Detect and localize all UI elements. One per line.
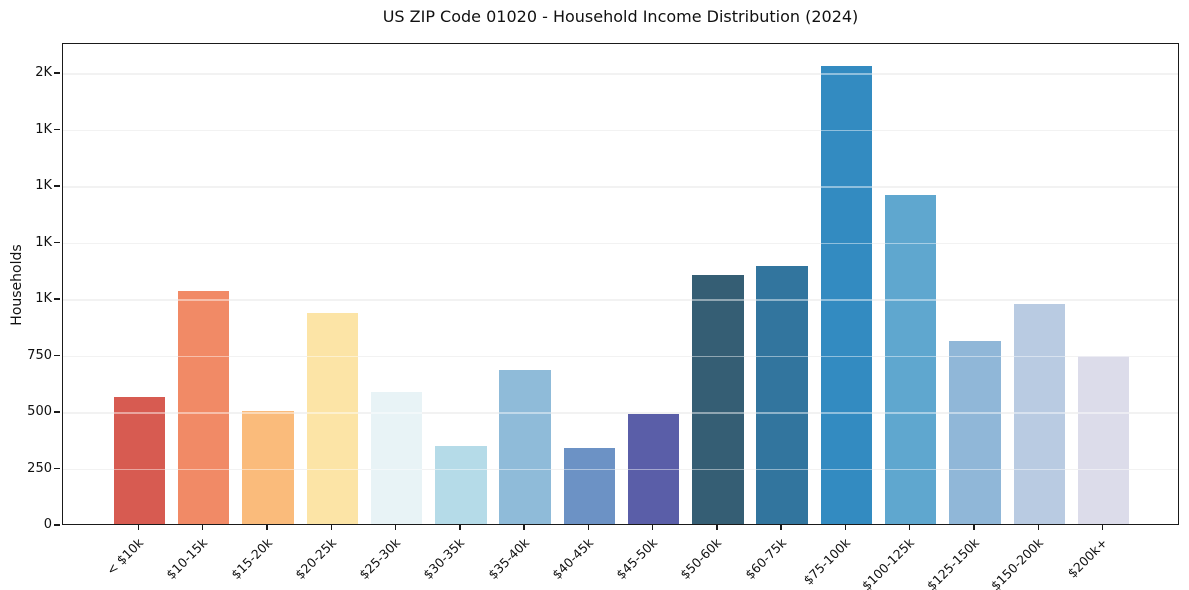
bar-125-150k	[949, 340, 1001, 524]
gridline-750	[63, 355, 1178, 358]
bar-30-35k	[435, 446, 487, 524]
gridline-2K	[63, 73, 1178, 75]
x-tick-label-16: $200k+	[940, 535, 1110, 581]
bar-200k+	[1077, 355, 1130, 524]
x-tick-mark-16	[1101, 525, 1104, 530]
bar-100-125k	[885, 195, 937, 524]
y-tick-label-250: 250	[27, 460, 52, 476]
x-tick-mark-4	[330, 525, 333, 530]
y-tick-mark-1000	[54, 298, 61, 300]
gridline-500	[63, 412, 1178, 414]
bar-10-15k	[178, 291, 230, 524]
x-tick-mark-9	[651, 525, 654, 530]
x-tick-mark-5	[394, 525, 397, 530]
y-tick-label-0: 0	[43, 517, 52, 532]
bar-15-20k	[242, 411, 294, 524]
y-tick-label-1500: 1K	[35, 178, 52, 194]
bar-10k	[113, 397, 166, 524]
bar-150-200k	[1013, 303, 1065, 524]
plot-area	[62, 43, 1179, 525]
x-tick-mark-14	[973, 525, 975, 530]
x-tick-mark-3	[266, 525, 268, 530]
x-tick-mark-6	[459, 525, 461, 530]
y-tick-mark-1750	[54, 128, 61, 131]
y-tick-mark-1250	[54, 241, 61, 244]
y-tick-mark-750	[54, 354, 61, 357]
x-tick-mark-12	[844, 525, 847, 530]
y-tick-label-1750: 1K	[35, 121, 52, 137]
y-tick-label-1250: 1K	[35, 234, 52, 250]
x-tick-mark-11	[780, 525, 782, 530]
y-tick-label-1000: 1K	[35, 291, 52, 307]
x-tick-mark-1	[137, 525, 140, 530]
gridline-250	[63, 468, 1178, 471]
bar-25-30k	[370, 391, 423, 524]
y-tick-mark-500	[54, 411, 61, 413]
y-tick-label-750: 750	[27, 347, 52, 363]
x-tick-mark-2	[201, 525, 204, 530]
bar-50-60k	[692, 275, 744, 524]
y-tick-mark-1500	[54, 185, 61, 187]
y-tick-mark-2000	[54, 72, 61, 74]
bar-20-25k	[306, 312, 358, 524]
chart-title: US ZIP Code 01020 - Household Income Dis…	[382, 7, 859, 26]
bar-35-40k	[499, 370, 551, 524]
x-tick-mark-15	[1037, 525, 1039, 530]
y-tick-label-2000: 2K	[35, 65, 52, 81]
bar-45-50k	[627, 414, 680, 524]
bar-75-100k	[820, 66, 873, 524]
gridline-1K	[63, 242, 1178, 245]
x-tick-label-text: $200k+	[1064, 535, 1111, 581]
bar-40-45k	[563, 448, 616, 524]
y-tick-label-500: 500	[27, 404, 52, 419]
x-tick-mark-10	[716, 525, 718, 530]
x-tick-mark-8	[587, 525, 590, 530]
gridline-1K	[63, 299, 1178, 301]
gridline-1K	[63, 129, 1178, 132]
x-tick-mark-13	[908, 525, 911, 530]
y-tick-mark-250	[54, 467, 61, 470]
y-tick-mark-0	[54, 524, 61, 526]
bar-60-75k	[756, 266, 808, 524]
gridline-1K	[63, 186, 1178, 188]
x-tick-mark-7	[523, 525, 525, 530]
